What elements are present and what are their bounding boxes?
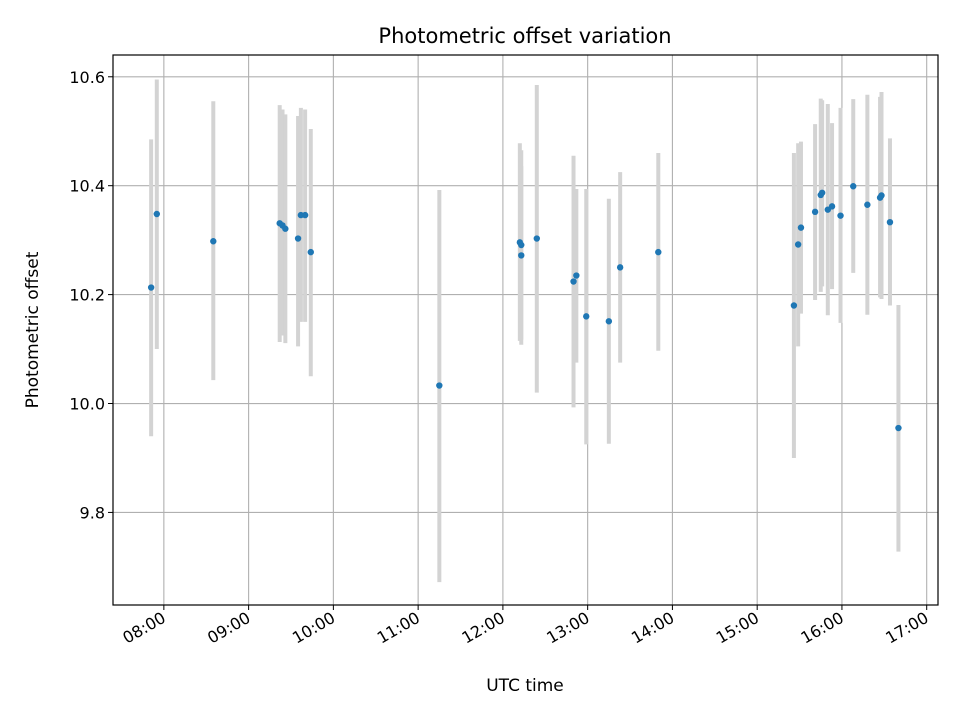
data-point: [811, 208, 819, 216]
data-point: [153, 210, 160, 218]
data-point: [616, 264, 624, 271]
chart-title: Photometric offset variation: [378, 24, 671, 48]
data-point: [583, 313, 590, 320]
data-point: [533, 235, 541, 242]
data-point: [828, 203, 836, 210]
data-point: [655, 248, 662, 256]
data-point: [850, 183, 857, 190]
data-point: [573, 272, 580, 279]
data-point: [282, 225, 289, 232]
y-tick-label: 10.2: [69, 286, 105, 305]
data-point: [794, 241, 802, 248]
data-point: [301, 211, 309, 219]
data-point: [895, 424, 902, 432]
data-point: [294, 235, 302, 242]
data-point: [147, 284, 155, 291]
data-point: [878, 192, 885, 199]
y-axis-ticks: 9.8 10.0 10.2 10.4 10.6: [69, 68, 113, 522]
data-point: [570, 278, 577, 285]
data-point: [797, 224, 805, 231]
data-point: [818, 189, 826, 196]
data-point: [837, 212, 844, 219]
y-tick-label: 10.6: [69, 68, 105, 87]
data-point: [864, 201, 871, 208]
y-tick-label: 10.0: [69, 395, 105, 414]
data-point: [518, 241, 525, 249]
plot-frame: [112, 54, 939, 606]
x-axis-label: UTC time: [486, 676, 564, 696]
data-point: [436, 382, 443, 389]
y-tick-label: 10.4: [69, 177, 105, 196]
data-point: [518, 252, 525, 259]
data-points: [147, 183, 902, 432]
data-point: [790, 302, 798, 309]
data-point: [210, 238, 217, 245]
y-tick-label: 9.8: [80, 503, 105, 522]
y-axis-label: Photometric offset: [23, 251, 43, 408]
data-point: [605, 318, 613, 325]
data-point: [886, 218, 894, 226]
data-point: [307, 248, 314, 256]
